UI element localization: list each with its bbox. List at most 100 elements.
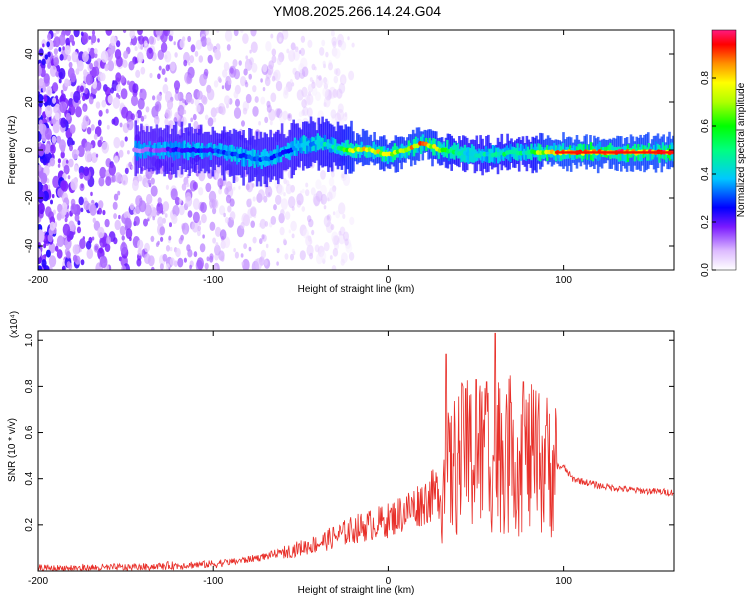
noise-speck [155,30,163,37]
noise-speck [205,182,212,193]
noise-speck [116,56,123,68]
noise-speck [213,80,219,88]
noise-speck [69,34,75,43]
noise-speck [77,145,85,158]
y-tick-label: 0.8 [24,379,35,393]
noise-speck [232,59,238,68]
noise-speck [202,234,205,239]
noise-speck [326,215,330,220]
noise-speck [100,242,103,247]
noise-speck [90,34,97,44]
noise-speck [46,86,53,97]
noise-speck [235,98,240,107]
noise-speck [183,257,187,263]
noise-speck [323,242,330,252]
noise-speck [113,116,119,127]
noise-speck [47,233,53,243]
noise-speck [115,40,121,48]
noise-speck [226,44,231,51]
noise-speck [68,61,73,69]
noise-speck [284,211,291,220]
noise-speck [107,94,114,104]
noise-speck [120,88,128,100]
noise-speck [213,265,218,270]
noise-speck [89,62,94,70]
noise-speck [338,202,346,215]
noise-speck [291,82,295,87]
noise-speck [38,48,44,57]
noise-speck [192,198,200,210]
noise-speck [89,204,97,216]
noise-speck [216,30,220,33]
noise-speck [108,163,117,176]
noise-speck [162,84,169,94]
noise-speck [199,73,207,87]
noise-speck [245,55,248,60]
noise-speck [338,230,342,236]
noise-speck [175,247,181,258]
noise-speck [213,117,217,123]
noise-speck [286,48,290,54]
noise-speck [296,193,304,206]
noise-speck [200,202,207,213]
noise-speck [73,30,80,38]
noise-speck [275,80,283,92]
noise-speck [240,221,245,230]
noise-speck [67,137,74,148]
noise-speck [88,96,94,105]
noise-speck [330,30,335,37]
noise-speck [143,114,147,120]
noise-speck [139,88,147,101]
noise-speck [105,30,113,36]
noise-speck [244,63,248,69]
noise-speck [328,86,337,99]
noise-speck [344,112,348,117]
noise-speck [83,105,87,112]
noise-speck [190,44,196,53]
noise-speck [165,263,170,270]
noise-speck [339,226,346,236]
noise-speck [148,47,153,54]
noise-speck [124,167,129,175]
noise-speck [98,110,103,117]
noise-speck [233,68,240,80]
noise-speck [98,200,104,209]
noise-speck [65,37,71,47]
noise-speck [337,39,343,48]
noise-speck [47,33,52,41]
noise-speck [262,63,268,73]
noise-speck [206,256,210,262]
noise-speck [178,198,182,204]
colorbar-tick-label: 0.4 [700,167,711,181]
noise-speck [49,221,56,231]
noise-speck [332,235,339,246]
noise-speck [53,57,59,67]
spectrogram-ylabel: Frequency (Hz) [7,116,18,185]
noise-speck [126,150,130,155]
noise-speck [331,47,338,57]
noise-speck [276,261,279,266]
noise-speck [312,193,321,206]
noise-speck [241,213,249,225]
noise-speck [181,183,187,191]
noise-speck [44,127,53,140]
noise-speck [101,99,107,108]
noise-speck [340,258,345,266]
noise-speck [38,248,42,258]
noise-speck [135,69,141,78]
noise-speck [162,210,166,215]
noise-speck [140,115,145,122]
noise-speck [41,259,47,268]
noise-speck [260,96,266,105]
noise-speck [307,39,313,49]
noise-speck [46,41,50,48]
noise-speck [209,253,214,260]
noise-speck [171,214,178,225]
noise-speck [164,109,171,119]
noise-speck [52,175,60,188]
noise-speck [102,209,106,216]
noise-speck [56,212,62,221]
noise-speck [270,33,274,39]
noise-speck [196,257,204,270]
